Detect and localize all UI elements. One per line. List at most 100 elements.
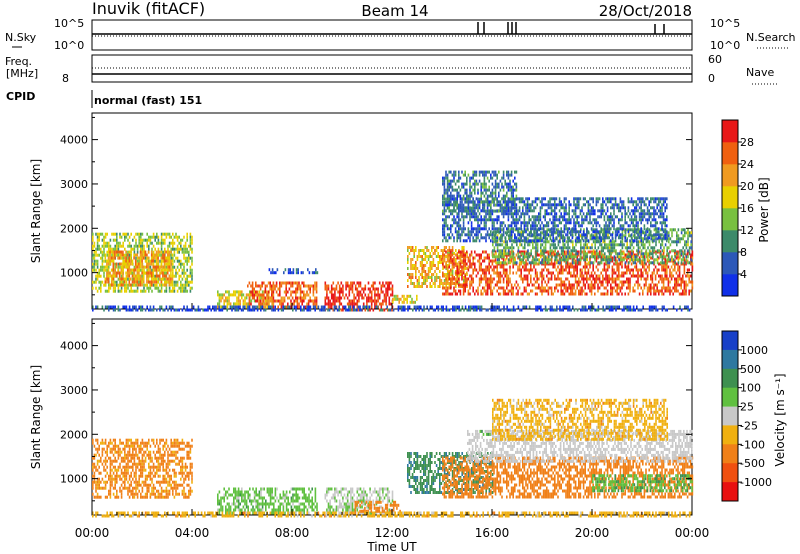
data-cell — [643, 256, 646, 260]
data-cell — [504, 231, 507, 235]
data-cell — [616, 277, 618, 281]
data-cell — [676, 252, 678, 256]
data-cell — [220, 293, 222, 297]
data-cell — [271, 296, 273, 300]
data-cell — [461, 268, 463, 272]
data-cell — [572, 249, 574, 253]
data-cell — [486, 283, 489, 287]
data-cell — [358, 296, 360, 300]
data-cell — [589, 277, 591, 281]
data-cell — [643, 268, 646, 272]
data-cell — [653, 289, 655, 293]
data-cell — [520, 227, 522, 231]
data-cell — [652, 246, 654, 250]
data-cell — [592, 252, 595, 256]
data-cell — [528, 283, 530, 287]
data-cell — [674, 289, 676, 293]
data-cell — [587, 277, 590, 281]
data-cell — [221, 296, 224, 300]
data-cell — [170, 256, 172, 260]
data-cell — [644, 246, 646, 250]
data-cell — [613, 262, 615, 266]
data-cell — [552, 197, 554, 201]
data-cell — [117, 262, 120, 266]
data-cell — [191, 286, 193, 290]
data-cell — [490, 230, 492, 234]
data-cell — [613, 249, 616, 253]
data-cell — [512, 289, 514, 293]
data-cell — [629, 255, 632, 259]
data-cell — [549, 262, 551, 266]
data-cell — [632, 271, 634, 275]
data-cell — [346, 281, 349, 285]
data-cell — [552, 203, 554, 207]
data-cell — [685, 243, 688, 247]
data-cell — [664, 262, 666, 266]
data-cell — [539, 271, 542, 275]
data-cell — [552, 246, 555, 250]
data-cell — [106, 241, 108, 245]
data-cell — [488, 286, 490, 290]
data-cell — [408, 252, 411, 255]
data-cell — [264, 287, 267, 291]
data-cell — [550, 230, 553, 234]
data-cell — [154, 277, 156, 281]
data-cell — [330, 287, 333, 291]
data-cell — [431, 246, 433, 249]
data-cell — [114, 238, 116, 242]
data-cell — [675, 250, 678, 254]
data-cell — [306, 293, 308, 297]
data-cell — [674, 249, 676, 253]
data-cell — [183, 256, 185, 260]
data-cell — [532, 243, 534, 247]
data-cell — [514, 283, 516, 287]
data-cell — [594, 258, 596, 262]
data-cell — [191, 256, 193, 260]
data-cell — [142, 274, 145, 278]
data-cell — [268, 268, 271, 272]
data-cell — [618, 286, 620, 290]
data-cell — [431, 279, 433, 282]
data-cell — [237, 293, 240, 297]
data-cell — [507, 212, 510, 216]
data-cell — [378, 281, 381, 285]
data-cell — [461, 250, 463, 254]
data-cell — [560, 262, 562, 266]
data-cell — [475, 197, 478, 201]
data-cell — [92, 235, 94, 239]
data-cell — [134, 280, 137, 284]
data-cell — [114, 283, 116, 287]
data-cell — [622, 274, 625, 278]
data-cell — [662, 277, 665, 281]
data-cell — [644, 252, 646, 256]
data-cell — [299, 284, 302, 288]
data-cell — [652, 255, 654, 259]
data-cell — [571, 215, 574, 219]
data-cell — [139, 280, 142, 284]
data-cell — [564, 258, 566, 262]
data-cell — [261, 302, 263, 306]
data-cell — [443, 224, 446, 228]
data-cell — [117, 271, 119, 275]
data-cell — [573, 218, 575, 222]
data-cell — [517, 233, 519, 237]
data-cell — [574, 268, 577, 272]
data-cell — [301, 281, 303, 285]
data-cell — [565, 218, 567, 222]
data-cell — [549, 200, 551, 204]
data-cell — [338, 284, 341, 288]
data-cell — [178, 250, 180, 254]
data-cell — [136, 271, 139, 275]
data-cell — [348, 290, 351, 294]
data-cell — [502, 230, 505, 234]
data-cell — [307, 293, 310, 297]
data-cell — [624, 271, 626, 275]
data-cell — [183, 262, 185, 266]
data-cell — [152, 280, 155, 284]
data-cell — [525, 286, 527, 290]
data-cell — [459, 292, 462, 296]
data-cell — [285, 290, 287, 294]
data-cell — [279, 281, 281, 285]
data-cell — [272, 281, 275, 285]
data-cell — [562, 289, 564, 293]
